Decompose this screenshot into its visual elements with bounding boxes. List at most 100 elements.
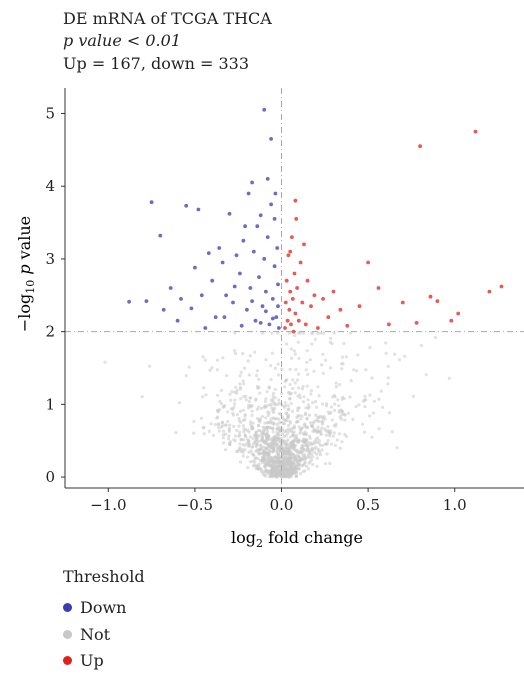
not-point (310, 389, 313, 392)
not-point (321, 420, 324, 423)
not-point (222, 441, 225, 444)
not-point (388, 411, 391, 414)
not-point (202, 355, 205, 358)
not-point (341, 356, 344, 359)
point-up (299, 261, 303, 265)
not-point (341, 398, 344, 401)
not-point (242, 451, 245, 454)
not-point (222, 406, 225, 409)
not-point (249, 460, 252, 463)
not-point (316, 436, 319, 439)
not-point (370, 436, 373, 439)
not-point (257, 429, 260, 432)
x-axis-label: log2 fold change (231, 528, 363, 550)
not-point (299, 472, 302, 475)
not-point (201, 395, 204, 398)
not-point (267, 444, 270, 447)
point-down (223, 315, 227, 319)
not-point (148, 365, 151, 368)
point-down (269, 203, 273, 207)
point-down (269, 137, 273, 141)
not-point (274, 456, 277, 459)
point-up (292, 330, 296, 334)
not-point (228, 430, 231, 433)
not-point (253, 460, 256, 463)
not-point (302, 440, 305, 443)
not-point (307, 441, 310, 444)
not-point (270, 332, 273, 335)
not-point (236, 413, 239, 416)
not-point (288, 451, 291, 454)
not-point (320, 433, 323, 436)
point-down (162, 308, 166, 312)
not-point (311, 463, 314, 466)
not-point (229, 399, 232, 402)
not-point (254, 437, 257, 440)
point-up (297, 319, 301, 323)
not-point (333, 431, 336, 434)
point-down (276, 283, 280, 287)
not-point (297, 420, 300, 423)
not-point (322, 372, 325, 375)
not-point (266, 411, 269, 414)
not-point (272, 430, 275, 433)
point-up (500, 285, 504, 289)
not-point (250, 446, 253, 449)
point-down (276, 304, 280, 308)
not-point (266, 390, 269, 393)
volcano-plot: −1.0 −0.5 0.0 0.5 1.0012345 log2 fold change… (0, 0, 524, 560)
not-point (314, 400, 317, 403)
point-up (302, 243, 306, 247)
not-point (257, 467, 260, 470)
not-point (293, 424, 296, 427)
not-point (231, 408, 234, 411)
not-point (306, 349, 309, 352)
point-down (259, 213, 263, 217)
not-point (364, 398, 367, 401)
point-down (262, 257, 266, 261)
point-down (266, 235, 270, 239)
not-point (300, 414, 303, 417)
not-point (178, 401, 181, 404)
not-point (290, 347, 293, 350)
not-point (343, 433, 346, 436)
not-point (282, 439, 285, 442)
not-point (336, 438, 339, 441)
not-point (308, 449, 311, 452)
point-down (275, 246, 279, 250)
not-point (313, 451, 316, 454)
not-point (276, 448, 279, 451)
not-point (311, 442, 314, 445)
not-point (227, 434, 230, 437)
not-point (331, 418, 334, 421)
legend-label-not: Not (80, 625, 110, 644)
point-up (345, 324, 349, 328)
not-point (240, 371, 243, 374)
point-up (332, 290, 336, 294)
not-point (278, 421, 281, 424)
point-up (358, 304, 362, 308)
not-point (274, 388, 277, 391)
not-point (200, 417, 203, 420)
point-up (288, 290, 292, 294)
point-down (193, 266, 197, 270)
point-up (294, 312, 298, 316)
not-point (373, 400, 376, 403)
not-point (294, 475, 297, 478)
not-point (264, 439, 267, 442)
not-point (234, 352, 237, 355)
legend-dot-down (63, 603, 72, 612)
not-point (387, 376, 390, 379)
not-point (325, 404, 328, 407)
not-point (237, 425, 240, 428)
not-point (303, 453, 306, 456)
not-point (287, 407, 290, 410)
point-up (287, 253, 291, 257)
not-point (267, 414, 270, 417)
not-point (403, 355, 406, 358)
not-point (246, 466, 249, 469)
point-down (169, 286, 173, 290)
point-down (207, 251, 211, 255)
not-point (298, 456, 301, 459)
not-point (320, 427, 323, 430)
